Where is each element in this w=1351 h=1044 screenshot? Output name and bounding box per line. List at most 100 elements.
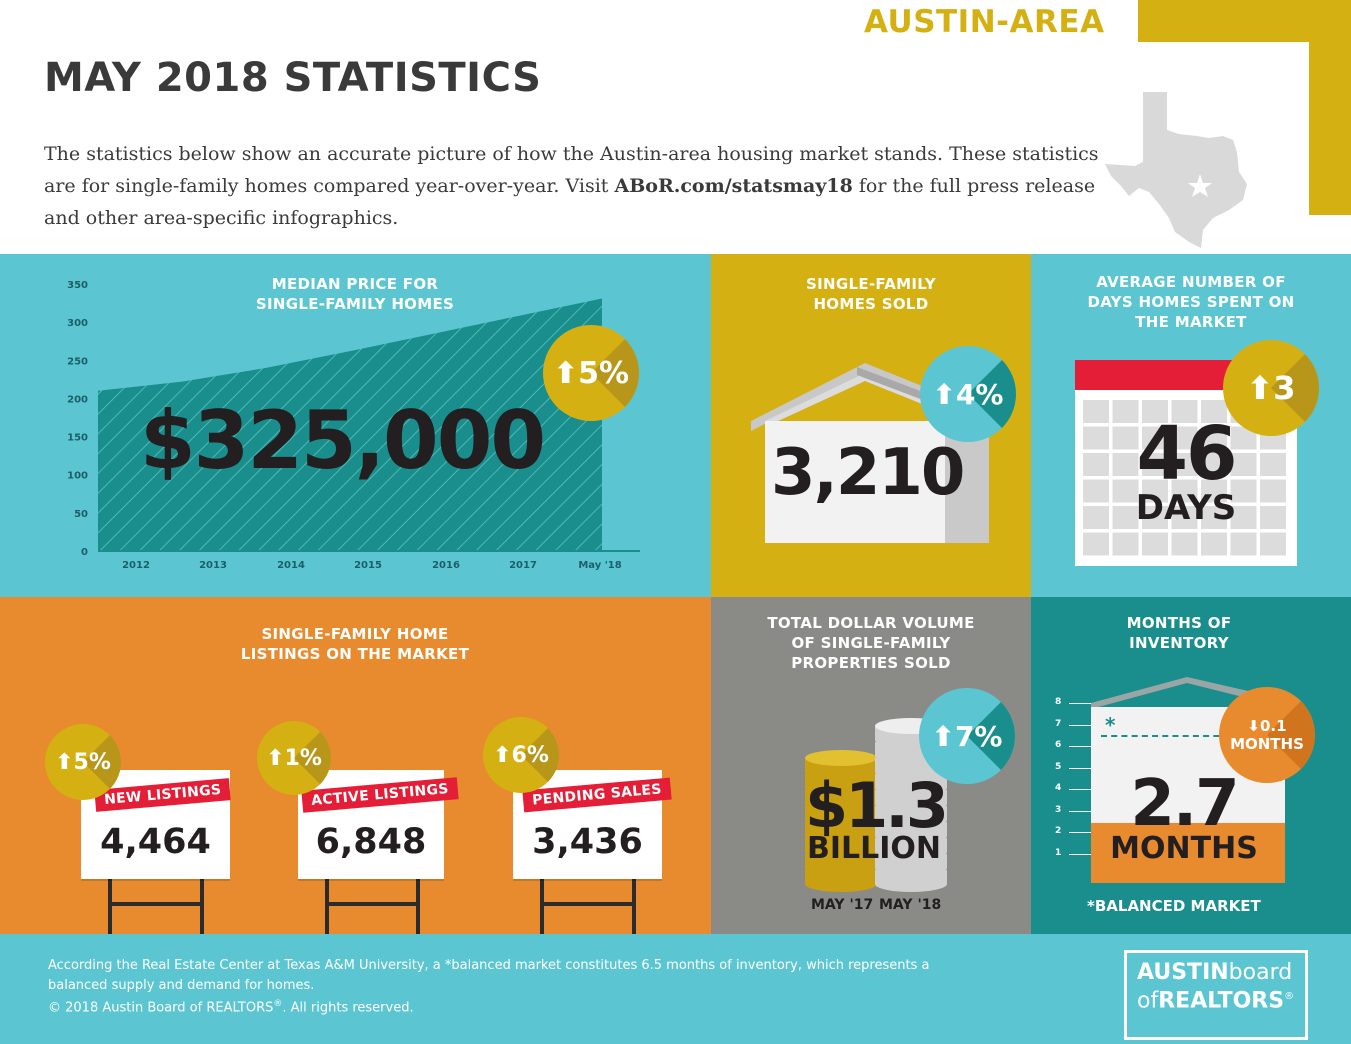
logo-line1: AUSTINboard (1137, 961, 1295, 985)
intro-text-part2: for the full press release and other are… (44, 175, 1096, 229)
homes-sold-change-badge: ⬆ 4% (920, 346, 1016, 442)
y-tick-label: 50 (74, 509, 88, 520)
stack-label-may17: MAY '17 (811, 897, 874, 913)
y-tick-label: 300 (67, 318, 88, 329)
page-title: MAY 2018 STATISTICS (44, 55, 542, 101)
y-tick-label: 250 (67, 356, 88, 367)
scale-tick: 8 (1055, 697, 1095, 707)
x-tick-label: 2017 (509, 560, 537, 571)
up-arrow-icon: ⬆ (55, 749, 74, 775)
footer-note-line1: According the Real Estate Center at Texa… (48, 958, 930, 973)
sign-crossbar (325, 902, 420, 906)
footer: According the Real Estate Center at Texa… (0, 934, 1351, 1044)
active-listings-change-badge: ⬆ 1% (257, 721, 331, 795)
days-panel: AVERAGE NUMBER OF DAYS HOMES SPENT ON TH… (1031, 254, 1351, 597)
dollar-volume-panel: TOTAL DOLLAR VOLUME OF SINGLE-FAMILY PRO… (711, 597, 1031, 934)
copyright-text: © 2018 Austin Board of REALTORS (48, 1000, 274, 1016)
intro-text-part1: The statistics below show an accurate pi… (44, 143, 1099, 197)
intro-link[interactable]: ABoR.com/statsmay18 (614, 175, 853, 197)
balanced-marker: * (1105, 713, 1116, 738)
sign-crossbar (540, 902, 636, 906)
inventory-footnote: *BALANCED MARKET (1087, 897, 1261, 915)
y-tick-label: 100 (67, 471, 88, 482)
x-tick-label: May '18 (578, 560, 621, 571)
balanced-line (1101, 735, 1301, 738)
median-price-change: 5% (578, 355, 630, 391)
copyright-reg: ® (273, 999, 283, 1009)
scale-tick: 3 (1055, 805, 1095, 815)
listings-panel: SINGLE-FAMILY HOME LISTINGS ON THE MARKE… (0, 597, 711, 934)
days-label-line3: THE MARKET (1135, 313, 1247, 331)
homes-sold-label-line2: HOMES SOLD (813, 295, 929, 313)
dollar-volume-label-line3: PROPERTIES SOLD (791, 654, 951, 672)
inventory-label-line1: MONTHS OF (1126, 614, 1232, 632)
dollar-volume-label-line1: TOTAL DOLLAR VOLUME (767, 614, 975, 632)
scale-tick: 4 (1055, 783, 1095, 793)
copyright: © 2018 Austin Board of REALTORS®. All ri… (48, 999, 414, 1015)
median-price-area (98, 298, 602, 551)
dollar-volume-label-line2: OF SINGLE-FAMILY (791, 634, 951, 652)
days-label-line2: DAYS HOMES SPENT ON (1087, 293, 1295, 311)
days-value: 46 (1136, 411, 1238, 497)
dollar-volume-change-badge: ⬆ 7% (919, 688, 1015, 784)
new-listings-change: 5% (73, 749, 111, 775)
median-price-change-badge: ⬆ 5% (543, 325, 639, 421)
logo-of: of (1137, 988, 1159, 1014)
dollar-volume-change: 7% (954, 719, 1003, 753)
listings-label: SINGLE-FAMILY HOME LISTINGS ON THE MARKE… (200, 624, 510, 664)
logo-line2: ofREALTORS® (1137, 985, 1295, 1013)
logo-reg: ® (1284, 991, 1295, 1002)
abor-logo[interactable]: AUSTINboard ofREALTORS® (1124, 950, 1308, 1040)
up-arrow-icon: ⬆ (932, 377, 956, 411)
inventory-change: 0.1 (1260, 717, 1287, 735)
footer-note: According the Real Estate Center at Texa… (48, 956, 948, 996)
y-tick-label: 350 (67, 280, 88, 291)
listings-label-line2: LISTINGS ON THE MARKET (240, 645, 470, 663)
x-tick-label: 2013 (199, 560, 227, 571)
median-price-label-line1: MEDIAN PRICE FOR (271, 275, 439, 293)
median-price-panel: MEDIAN PRICE FOR SINGLE-FAMILY HOMES 350… (0, 254, 711, 597)
inventory-scale: 8 7 6 5 4 3 2 1 (1055, 697, 1095, 867)
logo-board: board (1228, 960, 1293, 985)
homes-sold-label: SINGLE-FAMILY HOMES SOLD (711, 274, 1031, 314)
scale-tick: 2 (1055, 826, 1095, 836)
active-listings-value: 6,848 (315, 822, 427, 862)
x-tick-label: 2015 (354, 560, 382, 571)
inventory-label: MONTHS OF INVENTORY (1031, 613, 1327, 653)
median-price-chart: 350 300 250 200 150 100 50 0 2012 2013 2014 2015 201… (67, 280, 640, 571)
inventory-panel: MONTHS OF INVENTORY 8 7 6 5 4 3 2 1 * 2.7 MONTH… (1031, 597, 1351, 934)
days-change-badge: ⬆ 3 (1223, 340, 1319, 436)
y-tick-label: 200 (67, 394, 88, 405)
x-tick-label: 2012 (122, 560, 150, 571)
up-arrow-icon: ⬆ (1246, 369, 1274, 407)
days-label: AVERAGE NUMBER OF DAYS HOMES SPENT ON TH… (1031, 272, 1351, 332)
inventory-value: 2.7 (1130, 767, 1239, 841)
listings-label-line1: SINGLE-FAMILY HOME (261, 625, 449, 643)
dollar-volume-unit: BILLION (807, 831, 942, 866)
copyright-rights: . All rights reserved. (282, 1000, 414, 1016)
inventory-change-unit: MONTHS (1230, 735, 1304, 753)
active-listings-sign: ACTIVE LISTINGS 6,848 (298, 770, 459, 879)
homes-sold-label-line1: SINGLE-FAMILY (806, 275, 936, 293)
median-price-label: MEDIAN PRICE FOR SINGLE-FAMILY HOMES (200, 274, 510, 314)
pending-sales-change-badge: ⬆ 6% (483, 717, 559, 793)
texas-map-icon (1105, 92, 1247, 248)
scale-tick: 6 (1055, 740, 1095, 750)
pending-sales-value: 3,436 (532, 822, 643, 862)
stack-label-may18: MAY '18 (879, 897, 942, 913)
footer-note-line2: balanced supply and demand for homes. (48, 978, 315, 993)
y-tick-label: 150 (67, 433, 88, 444)
homes-sold-value: 3,210 (771, 436, 965, 510)
scale-tick: 1 (1055, 848, 1095, 858)
scale-tick: 5 (1055, 762, 1095, 772)
up-arrow-icon: ⬆ (931, 719, 955, 753)
scale-tick: 7 (1055, 719, 1095, 729)
header: AUSTIN-AREA MAY 2018 STATISTICS The stat… (0, 0, 1351, 254)
up-arrow-icon: ⬆ (493, 742, 512, 768)
active-listings-change: 1% (284, 745, 322, 771)
days-unit: DAYS (1135, 488, 1237, 528)
calendar-icon (1075, 360, 1297, 566)
new-listings-value: 4,464 (100, 822, 211, 862)
new-listings-change-badge: ⬆ 5% (45, 724, 121, 800)
homes-sold-change: 4% (955, 377, 1004, 411)
